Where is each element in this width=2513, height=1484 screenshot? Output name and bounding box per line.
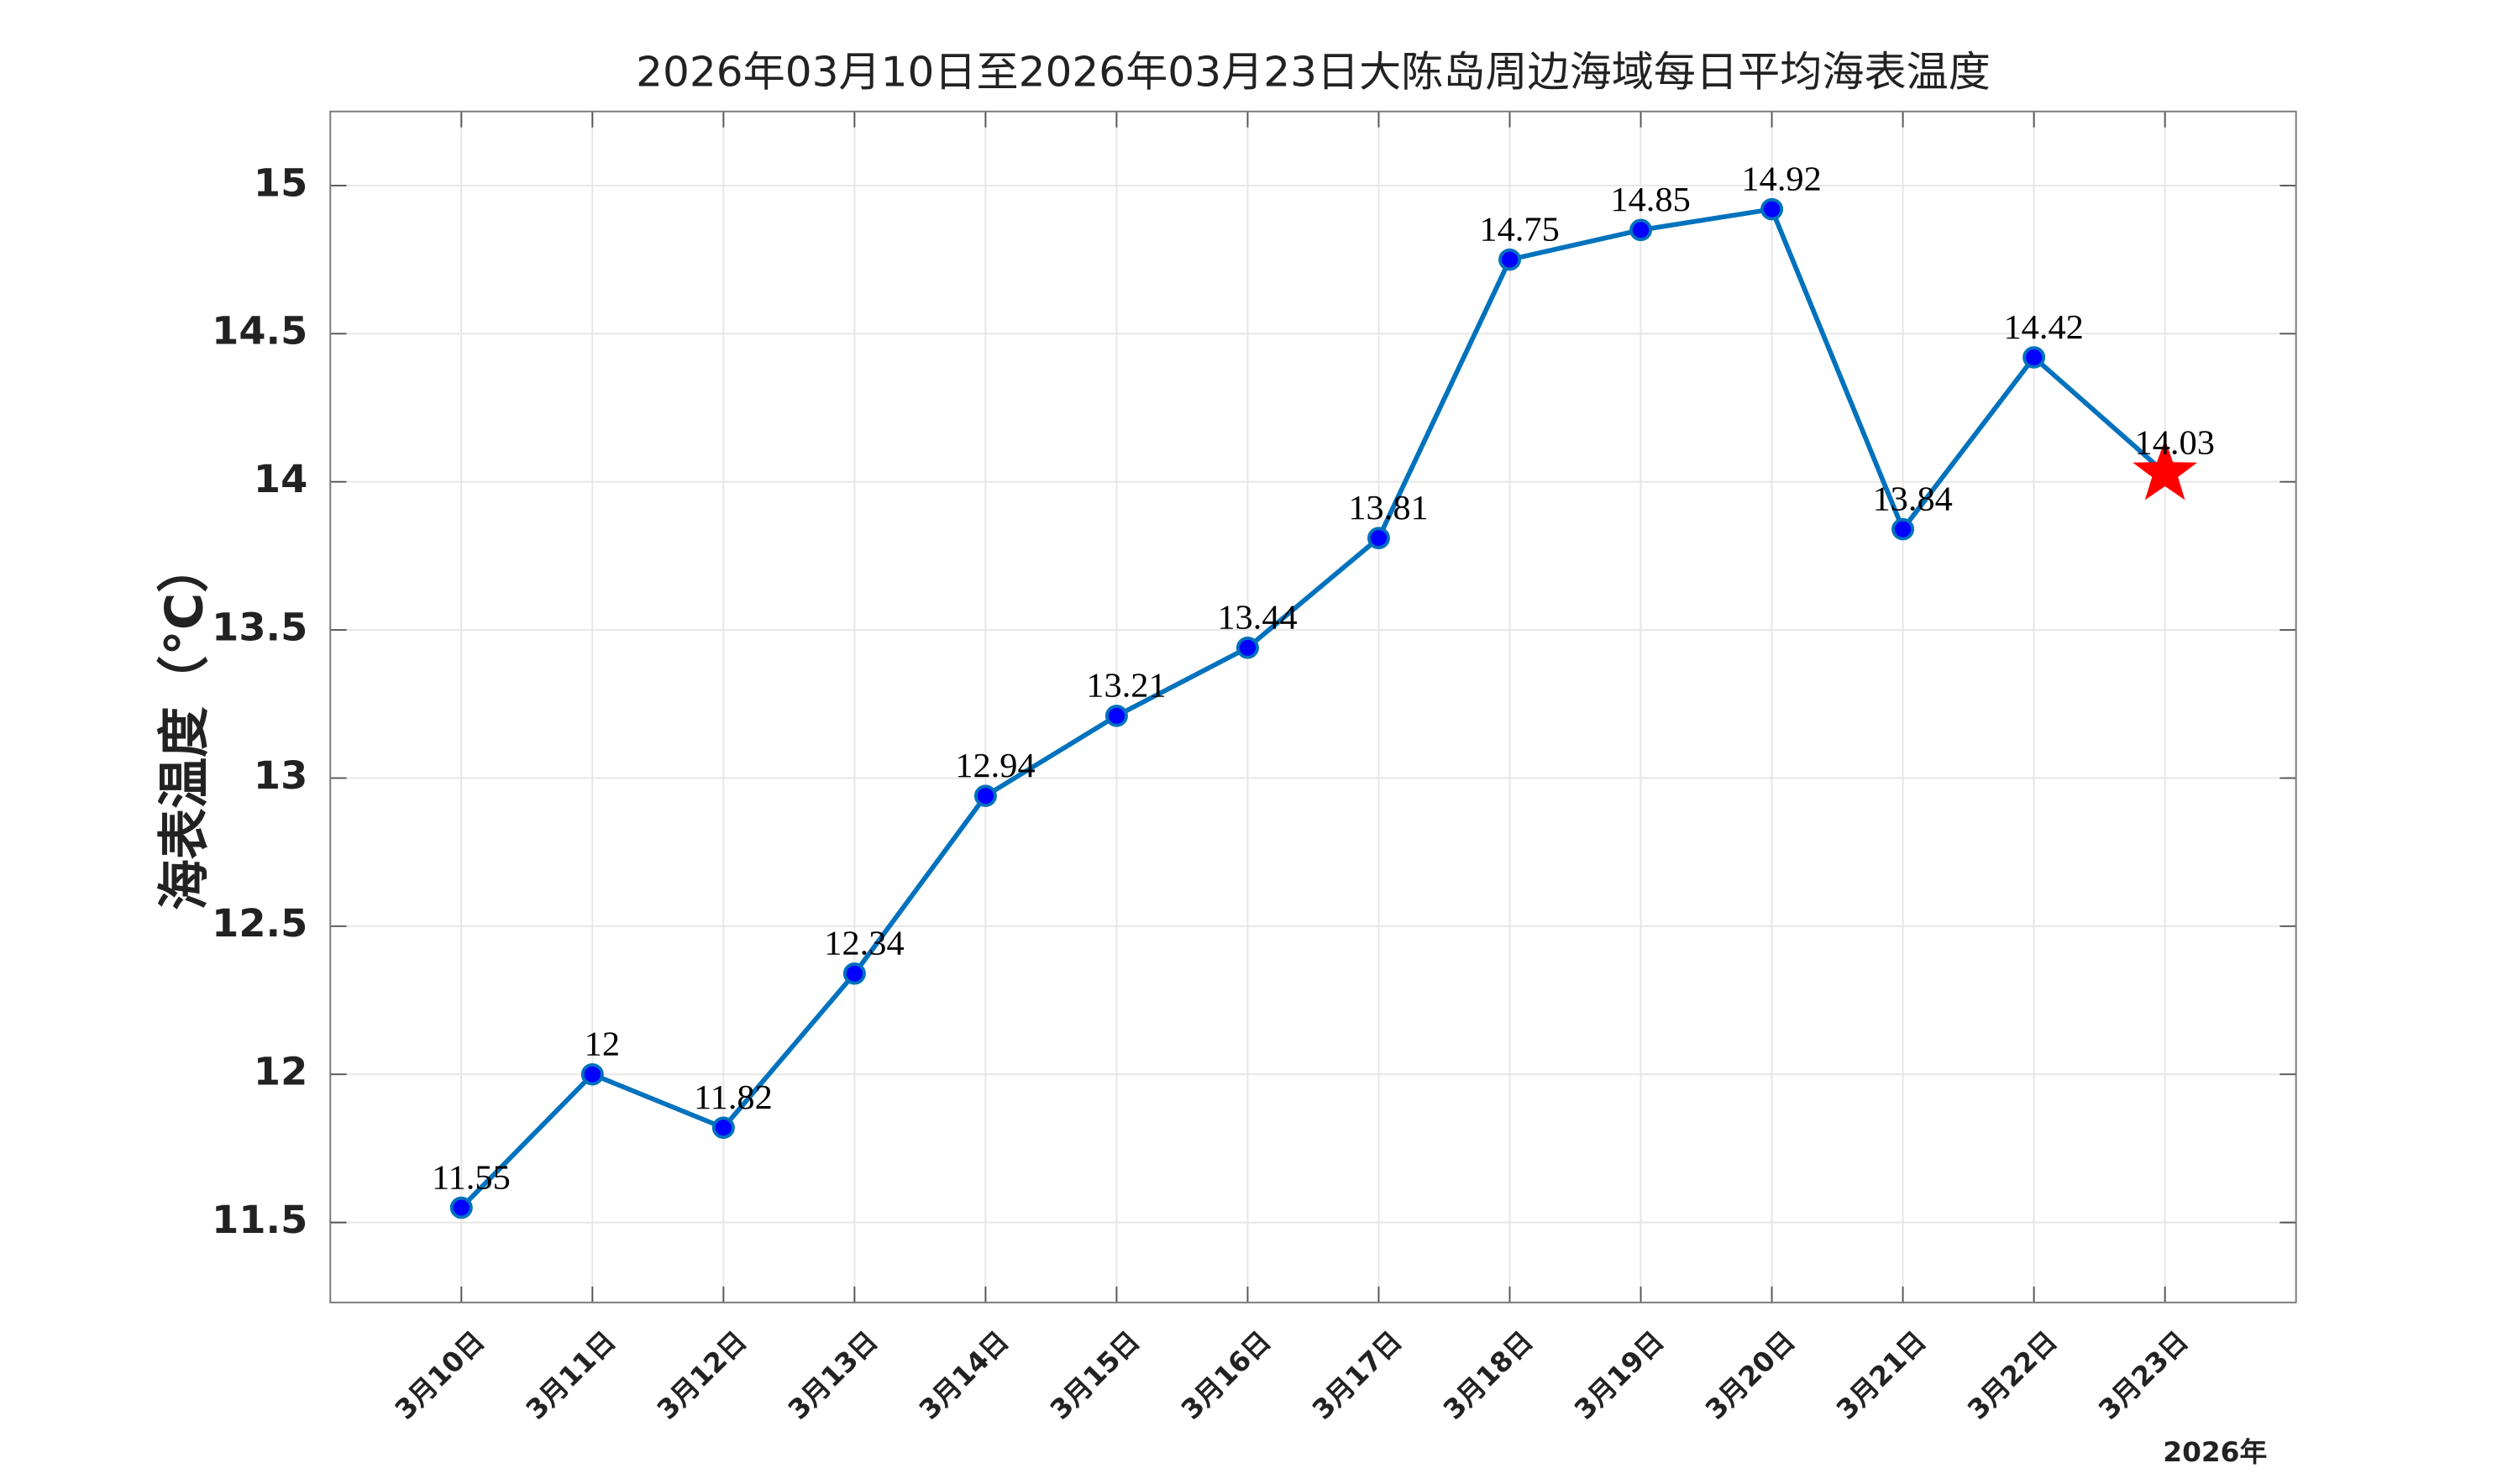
highlight-marker (2133, 439, 2198, 501)
y-tick-label: 12 (254, 1049, 307, 1094)
chart-title: 2026年03月10日至2026年03月23日大陈岛周边海域每日平均海表温度 (636, 48, 1991, 97)
point (1367, 527, 1390, 549)
value-label: 13.44 (1217, 599, 1297, 637)
y-tick-label: 15 (254, 160, 307, 206)
point (1629, 218, 1653, 242)
point (1236, 636, 1259, 659)
point (2022, 346, 2046, 369)
value-label: 14.75 (1479, 211, 1559, 249)
x-axis-label: 2026年 (2163, 1436, 2267, 1468)
value-label: 14.42 (2003, 308, 2083, 347)
value-label: 11.55 (432, 1159, 511, 1198)
value-label: 11.82 (694, 1078, 773, 1117)
y-tick-label: 13 (254, 752, 307, 798)
value-label: 12 (585, 1025, 620, 1064)
value-label: 14.03 (2135, 424, 2215, 463)
point (580, 1062, 604, 1086)
y-tick-label: 14 (254, 456, 307, 501)
value-label: 13.21 (1086, 667, 1166, 705)
value-label: 13.81 (1348, 489, 1428, 527)
y-axis-label: 海表温度（°C） (155, 542, 215, 910)
value-label: 12.94 (955, 747, 1035, 785)
y-tick-label: 13.5 (212, 605, 307, 650)
y-tick-label: 12.5 (212, 901, 307, 947)
point (711, 1116, 735, 1139)
y-tick-label: 14.5 (212, 308, 307, 354)
value-label: 13.84 (1872, 480, 1952, 519)
y-tick-label: 11.5 (212, 1197, 307, 1242)
line (459, 206, 2167, 1209)
point (1760, 197, 1784, 221)
value-label: 14.85 (1610, 181, 1690, 219)
plot-frame (329, 110, 2297, 1303)
point (973, 784, 997, 807)
point (449, 1196, 473, 1219)
point (1498, 248, 1522, 271)
point (1891, 517, 1915, 541)
point (1104, 705, 1128, 727)
value-label: 14.92 (1741, 160, 1821, 199)
point (842, 962, 866, 985)
value-label: 12.34 (824, 925, 904, 963)
